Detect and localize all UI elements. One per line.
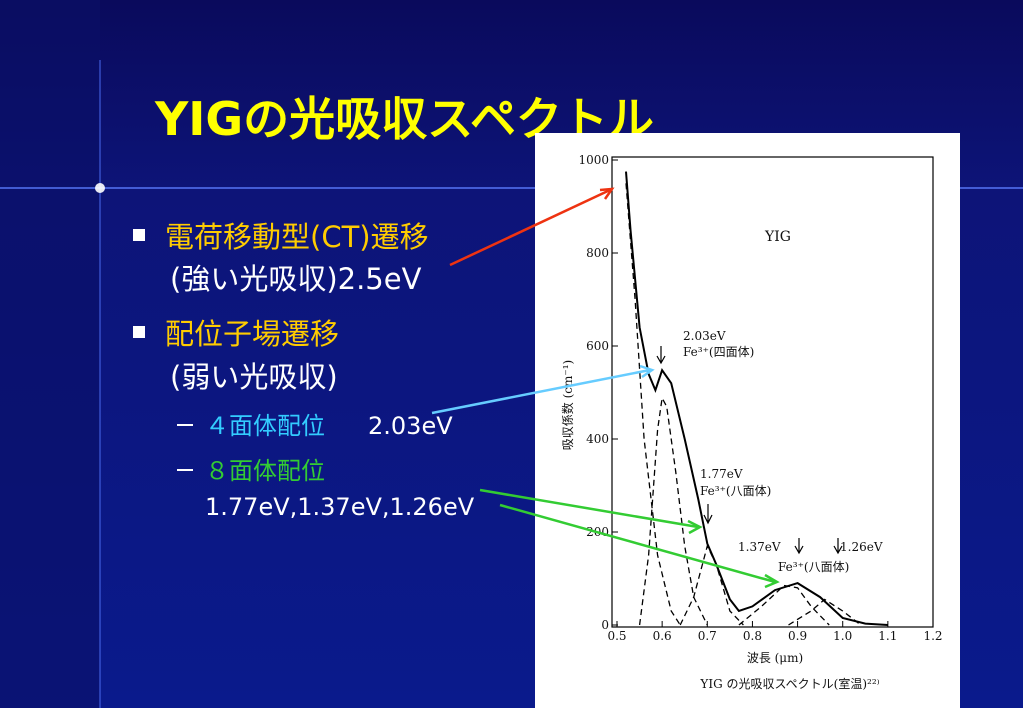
peak-arrows	[656, 346, 843, 555]
x-tick-label: 1.2	[923, 629, 942, 643]
annotation: 1.37eV	[738, 540, 781, 554]
data-line	[625, 183, 681, 626]
sub-label: ４面体配位	[205, 412, 325, 440]
annotation: Fe³⁺(八面体)	[778, 560, 849, 574]
x-tick-label: 0.6	[653, 629, 672, 643]
annotation: 1.77eV	[700, 467, 743, 481]
data-line	[738, 584, 830, 626]
plot-frame	[611, 156, 934, 628]
caption: YIG の光吸収スペクトル(室温)²²⁾	[699, 676, 879, 691]
bullet-marker	[133, 229, 145, 241]
y-tick-label: 1000	[578, 153, 609, 167]
x-tick-label: 0.9	[788, 629, 807, 643]
annotation: Fe³⁺(八面体)	[700, 484, 771, 498]
x-tick-label: 1.0	[833, 629, 852, 643]
annotation: 2.03eV	[683, 329, 726, 343]
y-tick-label: 0	[601, 618, 609, 632]
x-tick-label: 1.1	[878, 629, 897, 643]
y-tick-label: 800	[586, 246, 609, 260]
x-tick-label: 0.8	[743, 629, 762, 643]
x-tick-label: 0.7	[698, 629, 717, 643]
chart: 0.5 0.6 0.7 0.8 0.9 1.0 1.1 1.20200400600800100…	[560, 153, 943, 691]
bullet-detail: (強い光吸収)2.5eV	[170, 262, 422, 296]
y-tick-label: 600	[586, 339, 609, 353]
chart-title: YIG	[764, 229, 791, 245]
bullet-detail: (弱い光吸収)	[170, 360, 338, 394]
chart-panel	[535, 133, 960, 708]
x-axis-label: 波長 (μm)	[747, 651, 803, 665]
data-line	[638, 396, 708, 626]
bullet-marker	[133, 326, 145, 338]
x-tick-label: 0.5	[607, 629, 626, 643]
data-line	[788, 598, 862, 626]
sub-value: 2.03eV	[368, 412, 453, 440]
annotation: 1.26eV	[840, 540, 883, 554]
bullet-text: 電荷移動型(CT)遷移	[165, 220, 429, 254]
side-band	[0, 0, 100, 708]
data-line	[679, 544, 744, 626]
sub-label: ８面体配位	[205, 457, 325, 485]
bullet-text: 配位子場遷移	[165, 317, 339, 351]
flare	[95, 183, 105, 193]
y-axis-label: 吸収係数 (cm⁻¹)	[560, 360, 575, 450]
sub-value: 1.77eV,1.37eV,1.26eV	[205, 493, 475, 521]
annotation: Fe³⁺(四面体)	[683, 345, 754, 359]
pointer-arrows	[431, 187, 780, 589]
y-tick-label: 400	[586, 432, 609, 446]
